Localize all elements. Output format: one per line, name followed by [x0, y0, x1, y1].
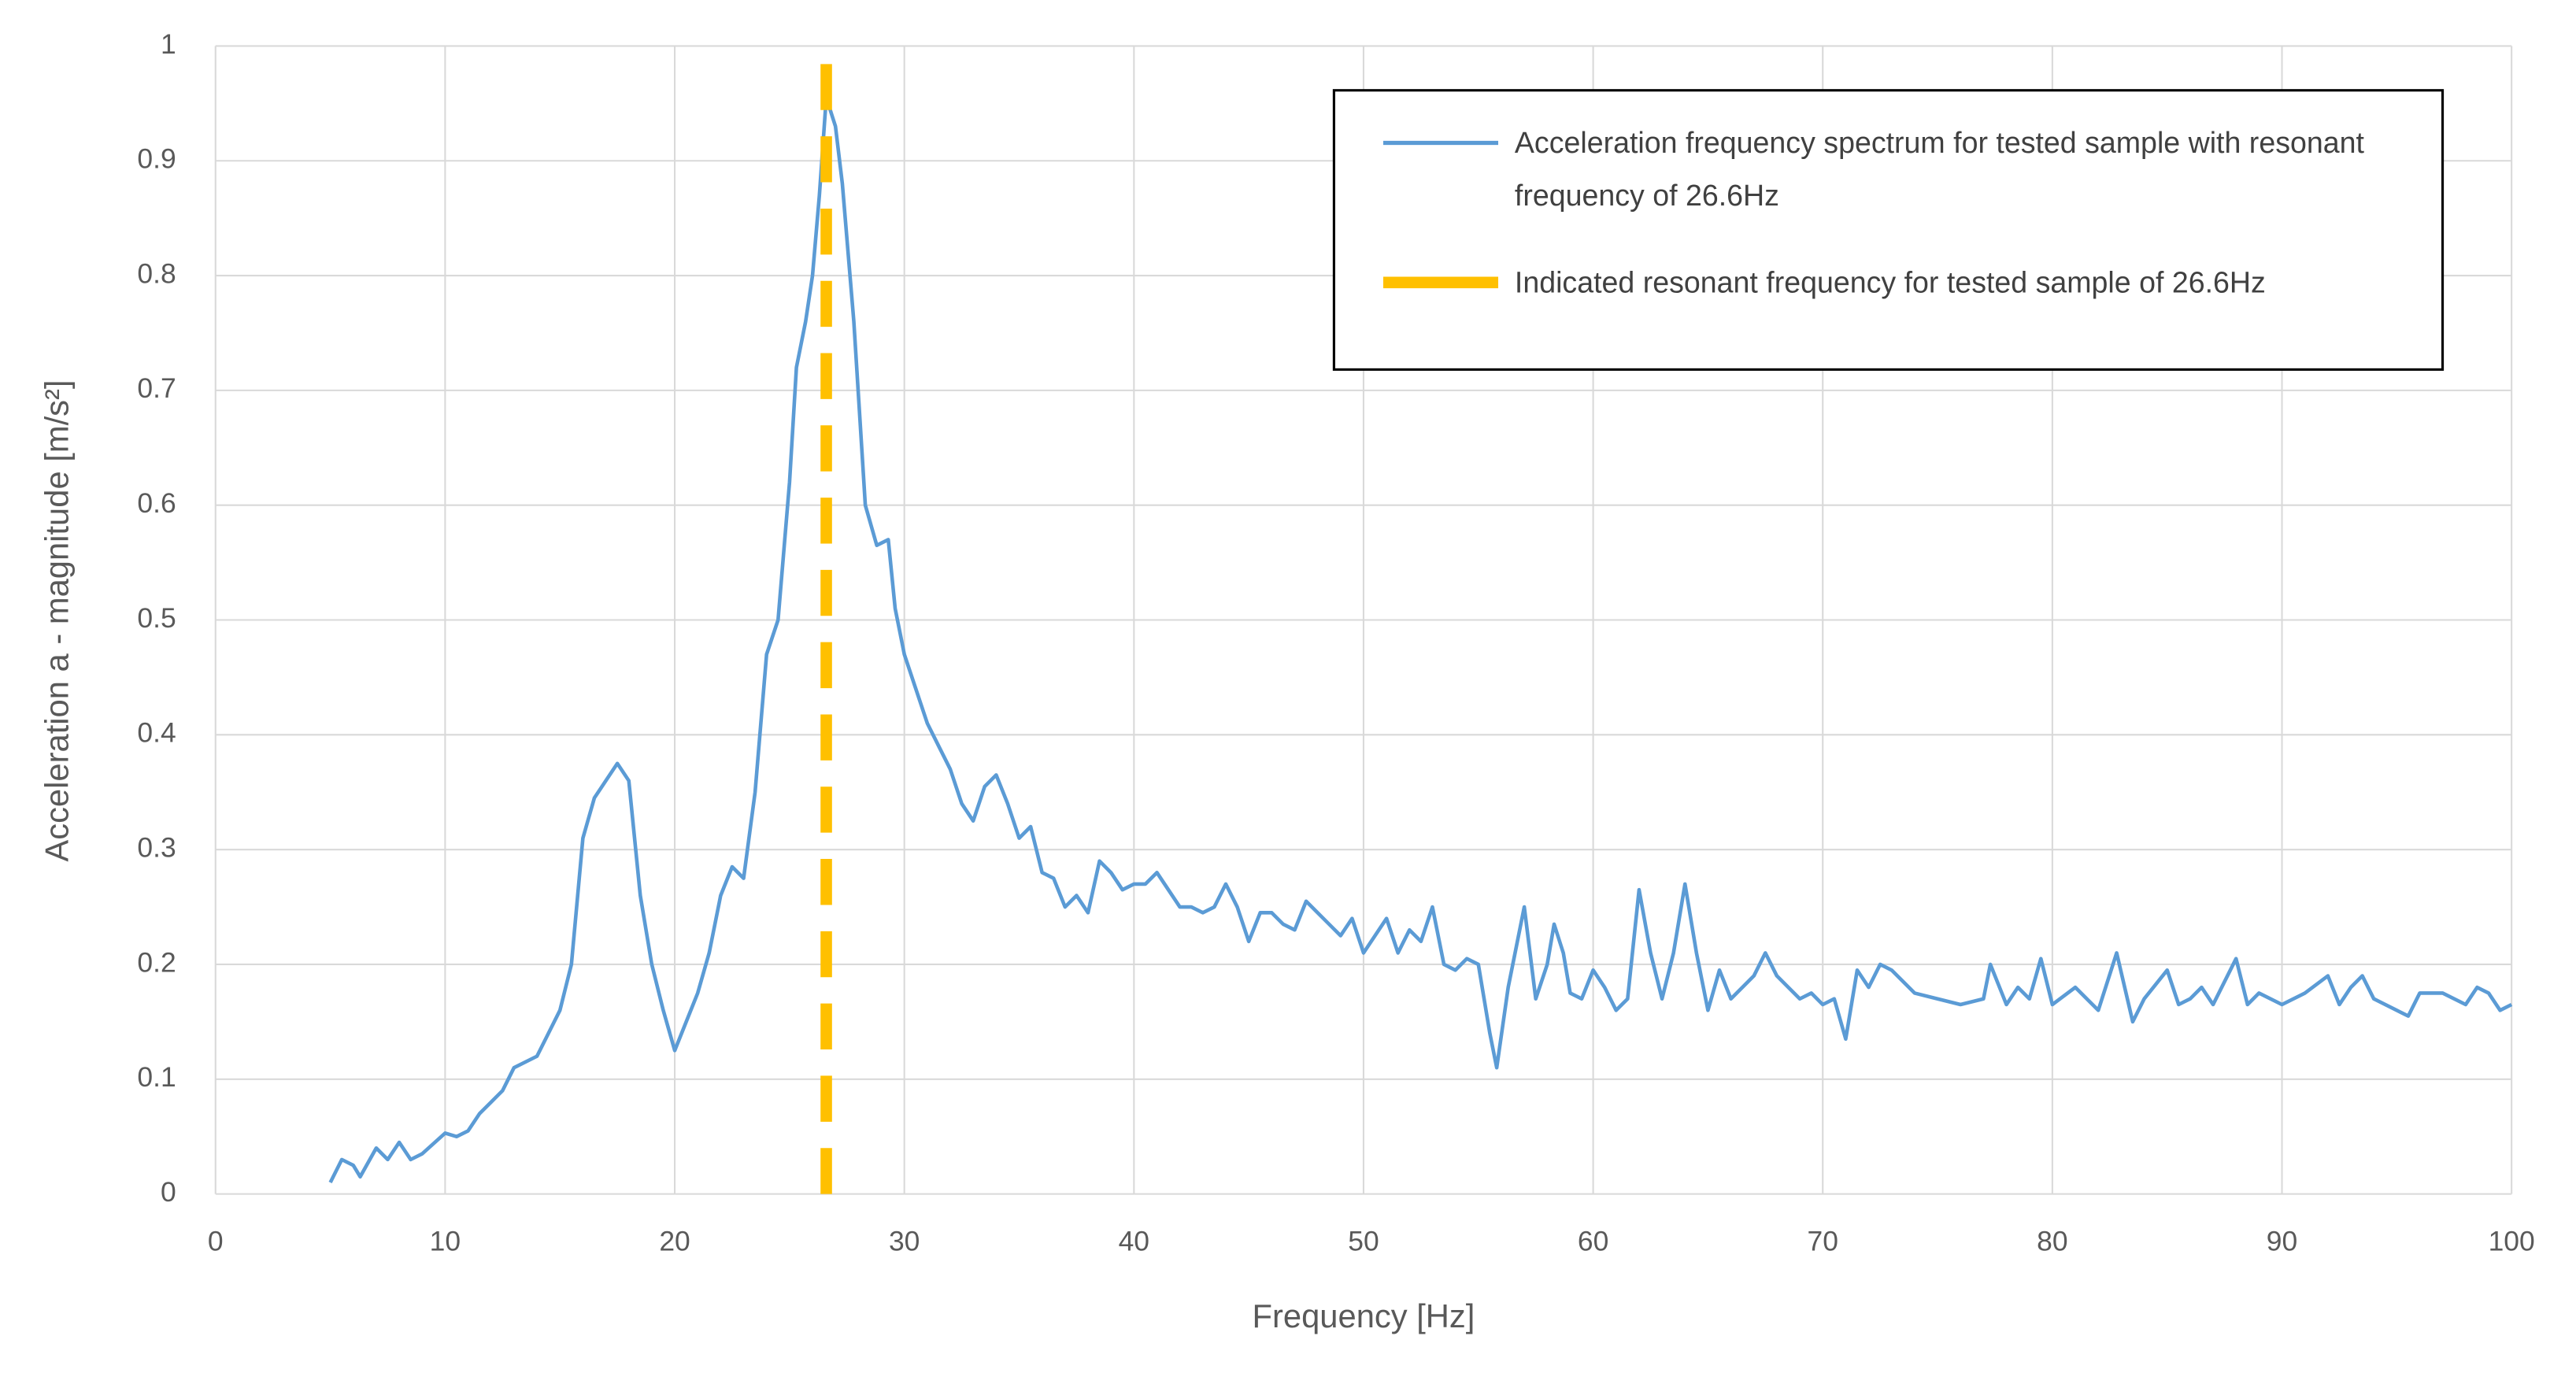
x-tick-label: 100: [2489, 1226, 2535, 1257]
x-tick-label: 70: [1808, 1226, 1838, 1257]
y-tick-label: 0.7: [137, 372, 176, 404]
y-tick-label: 0: [161, 1176, 176, 1208]
x-axis-title: Frequency [Hz]: [1253, 1297, 1475, 1334]
x-tick-label: 20: [659, 1226, 690, 1257]
y-tick-label: 1: [161, 28, 176, 60]
y-tick-label: 0.3: [137, 832, 176, 864]
y-tick-label: 0.6: [137, 487, 176, 519]
legend-box: [1332, 89, 2445, 371]
y-tick-label: 0.8: [137, 257, 176, 289]
x-tick-label: 80: [2037, 1226, 2067, 1257]
legend-entry: Acceleration frequency spectrum for test…: [1514, 126, 2364, 213]
y-tick-label: 0.1: [137, 1061, 176, 1093]
x-tick-label: 10: [430, 1226, 461, 1257]
legend-label: Acceleration frequency spectrum for test…: [1514, 126, 2364, 213]
y-tick-label: 0.2: [137, 946, 176, 978]
legend-entry: Indicated resonant frequency for tested …: [1514, 265, 2266, 299]
y-tick-label: 0.5: [137, 602, 176, 634]
data-line: [328, 95, 2513, 1184]
legend-label: Indicated resonant frequency for tested …: [1514, 265, 2266, 299]
x-tick-label: 90: [2267, 1226, 2297, 1257]
x-tick-label: 30: [889, 1226, 920, 1257]
y-axis-title: Acceleration a - magnitude [m/s²]: [39, 379, 76, 861]
y-tick-label: 0.4: [137, 717, 176, 749]
x-tick-label: 40: [1119, 1226, 1149, 1257]
y-tick-label: 0.9: [137, 143, 176, 175]
x-tick-label: 60: [1578, 1226, 1608, 1257]
x-tick-label: 50: [1348, 1226, 1379, 1257]
x-tick-label: 0: [208, 1226, 224, 1257]
